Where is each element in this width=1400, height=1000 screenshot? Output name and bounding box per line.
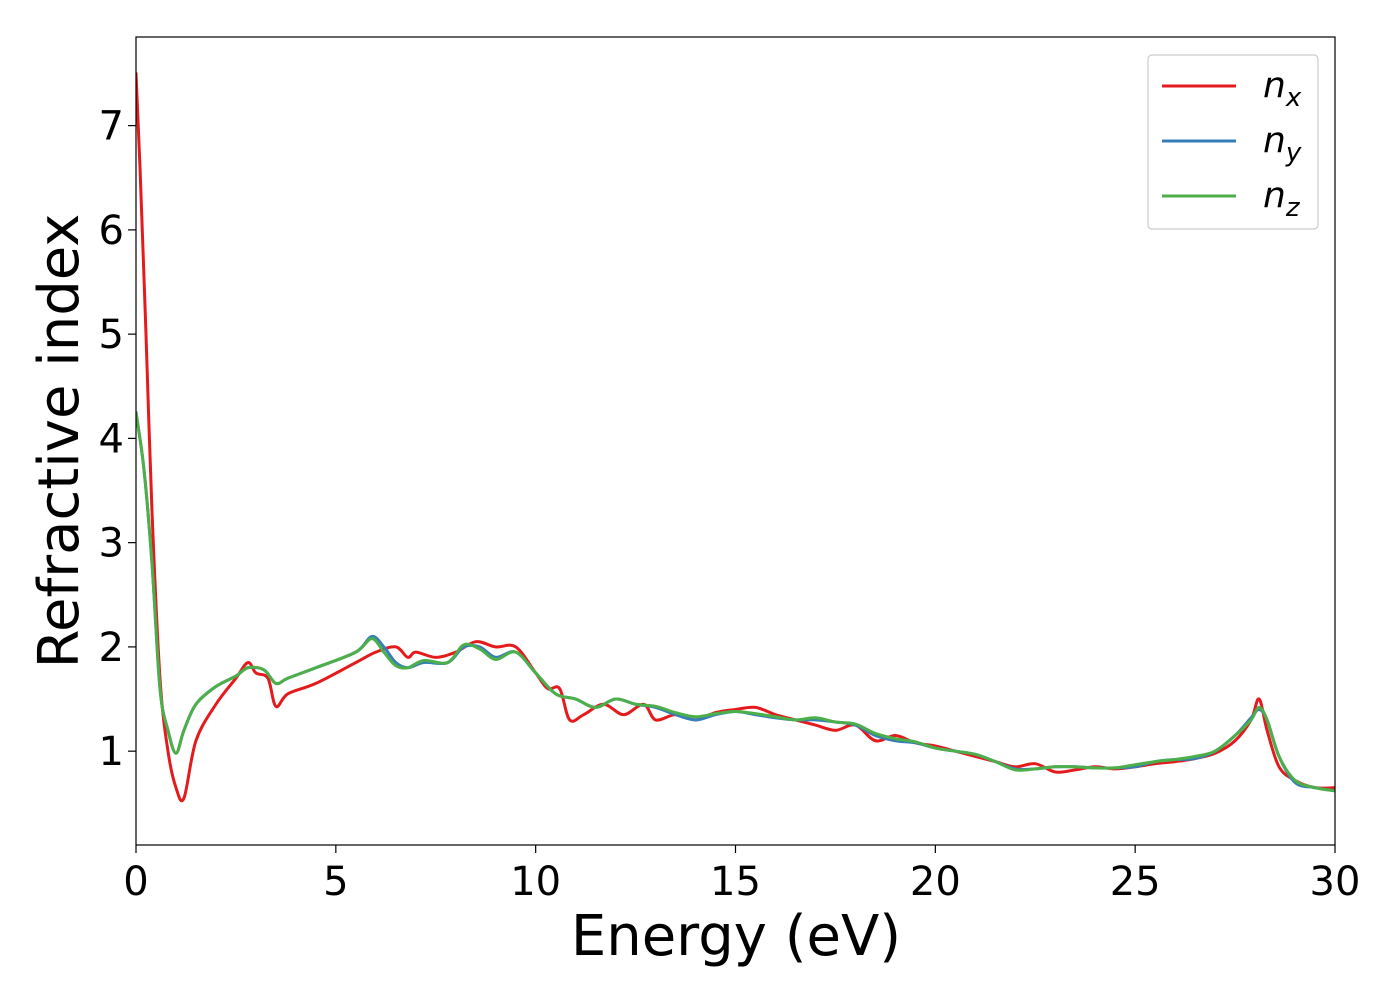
x-tick-label: 0 [123, 859, 148, 905]
series-line-ny [136, 410, 1335, 793]
x-tick-label: 5 [323, 859, 348, 905]
y-tick-label: 7 [99, 104, 124, 150]
series-line-nz [136, 410, 1335, 793]
legend: nx ny nz [1147, 54, 1319, 230]
y-tick-label: 2 [99, 625, 124, 671]
y-tick-label: 4 [99, 416, 124, 462]
y-tick-label: 3 [99, 521, 124, 567]
y-tick-label: 6 [99, 208, 124, 254]
legend-label-ny: ny [1263, 120, 1302, 168]
x-axis: 0 5 10 15 20 25 30 [123, 845, 1360, 905]
x-axis-label: Energy (eV) [571, 904, 901, 969]
x-tick-label: 30 [1310, 859, 1361, 905]
y-axis-label: Refractive index [27, 214, 92, 669]
legend-label-nx: nx [1263, 65, 1302, 113]
x-tick-label: 20 [910, 859, 961, 905]
y-tick-label: 1 [99, 729, 124, 775]
x-tick-label: 25 [1110, 859, 1161, 905]
x-tick-label: 15 [710, 859, 761, 905]
y-axis: 1 2 3 4 5 6 7 [99, 104, 136, 775]
y-tick-label: 5 [99, 312, 124, 358]
x-tick-label: 10 [510, 859, 561, 905]
legend-label-nz: nz [1263, 175, 1301, 223]
series-layer [136, 71, 1335, 803]
